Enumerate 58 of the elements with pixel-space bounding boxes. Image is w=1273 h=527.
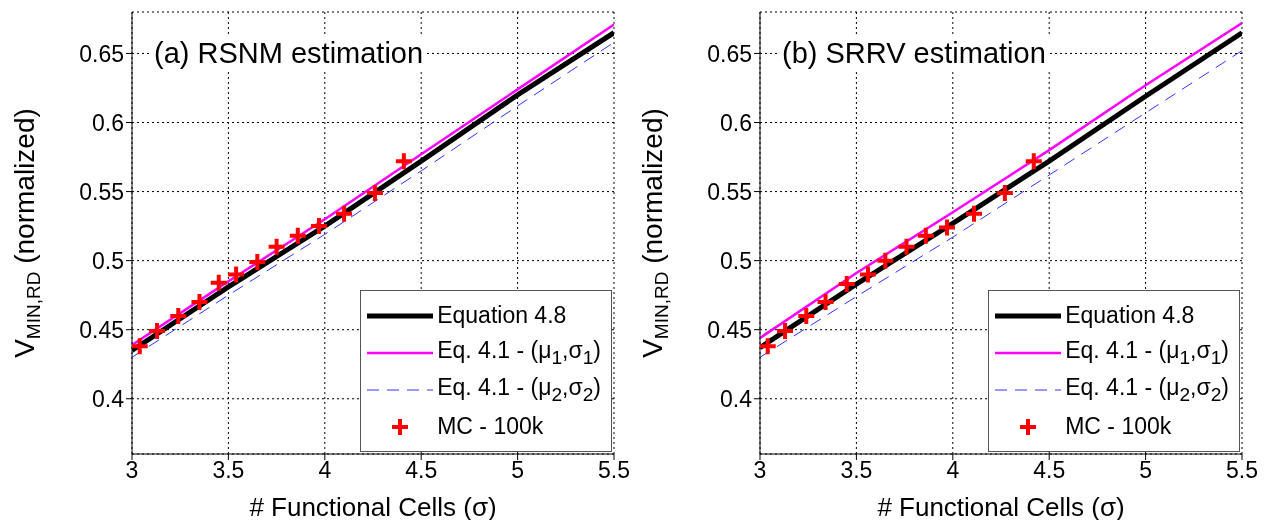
legend-label: Eq. 4.1 - (μ$_{2}$,σ$_{2}$) (437, 373, 601, 406)
point (994, 182, 1015, 203)
point (309, 216, 330, 237)
point (964, 203, 985, 224)
x-tick-label: 5.5 (598, 457, 630, 484)
x-tick-label: 3.5 (212, 457, 245, 484)
point (393, 151, 414, 172)
y-tick-label: 0.6 (92, 109, 124, 136)
point (875, 250, 896, 271)
legend-label: Eq. 4.1 - (μ$_{2}$,σ$_{2}$) (1065, 373, 1229, 406)
point (937, 217, 958, 238)
y-tick-label: 0.55 (79, 178, 124, 205)
y-tick-label: 0.4 (92, 385, 125, 412)
point (836, 274, 857, 295)
x-tick-label: 5 (511, 457, 524, 484)
legend-label: Equation 4.8 (1065, 302, 1195, 329)
point (857, 264, 878, 285)
point (208, 272, 229, 293)
legend-label: Eq. 4.1 - (μ$_{1}$,σ$_{1}$) (437, 336, 601, 369)
point (796, 305, 817, 326)
x-tick-label: 5.5 (1226, 457, 1258, 484)
point (1023, 151, 1044, 172)
point (915, 225, 936, 246)
x-tick-label: 3 (753, 457, 767, 484)
y-tick-label: 0.65 (79, 40, 124, 67)
y-tick-label: 0.5 (720, 247, 752, 274)
text: (b) SRRV estimation (778, 36, 1050, 70)
legend-label: Equation 4.8 (437, 302, 567, 329)
point (147, 321, 168, 342)
point (287, 225, 308, 246)
x-tick-label: 3.5 (840, 457, 873, 484)
point (815, 292, 836, 313)
legend-label: MC - 100k (437, 413, 544, 440)
x-tick-label: 4.5 (405, 457, 438, 484)
legend-label: MC - 100k (1065, 413, 1172, 440)
x-tick-label: 4 (946, 457, 960, 484)
legend-label: Eq. 4.1 - (μ$_{1}$,σ$_{1}$) (1065, 336, 1229, 369)
y-tick-label: 0.45 (707, 316, 752, 343)
point (334, 203, 355, 224)
point (226, 264, 247, 285)
x-tick-label: 3 (125, 457, 139, 484)
point (247, 252, 268, 273)
point (364, 182, 385, 203)
y-tick-label: 0.45 (79, 316, 124, 343)
x-tick-label: 5 (1139, 457, 1152, 484)
point (775, 321, 796, 342)
y-tick-label: 0.55 (707, 178, 752, 205)
y-tick-label: 0.5 (92, 247, 124, 274)
text: (a) RSNM estimation (150, 36, 428, 70)
point (896, 236, 917, 257)
x-tick-label: 4 (318, 457, 332, 484)
y-tick-label: 0.65 (707, 40, 752, 67)
point (266, 236, 287, 257)
y-tick-label: 0.4 (720, 385, 753, 412)
y-tick-label: 0.6 (720, 109, 752, 136)
x-tick-label: 4.5 (1033, 457, 1066, 484)
point (189, 292, 210, 313)
point (168, 305, 189, 326)
